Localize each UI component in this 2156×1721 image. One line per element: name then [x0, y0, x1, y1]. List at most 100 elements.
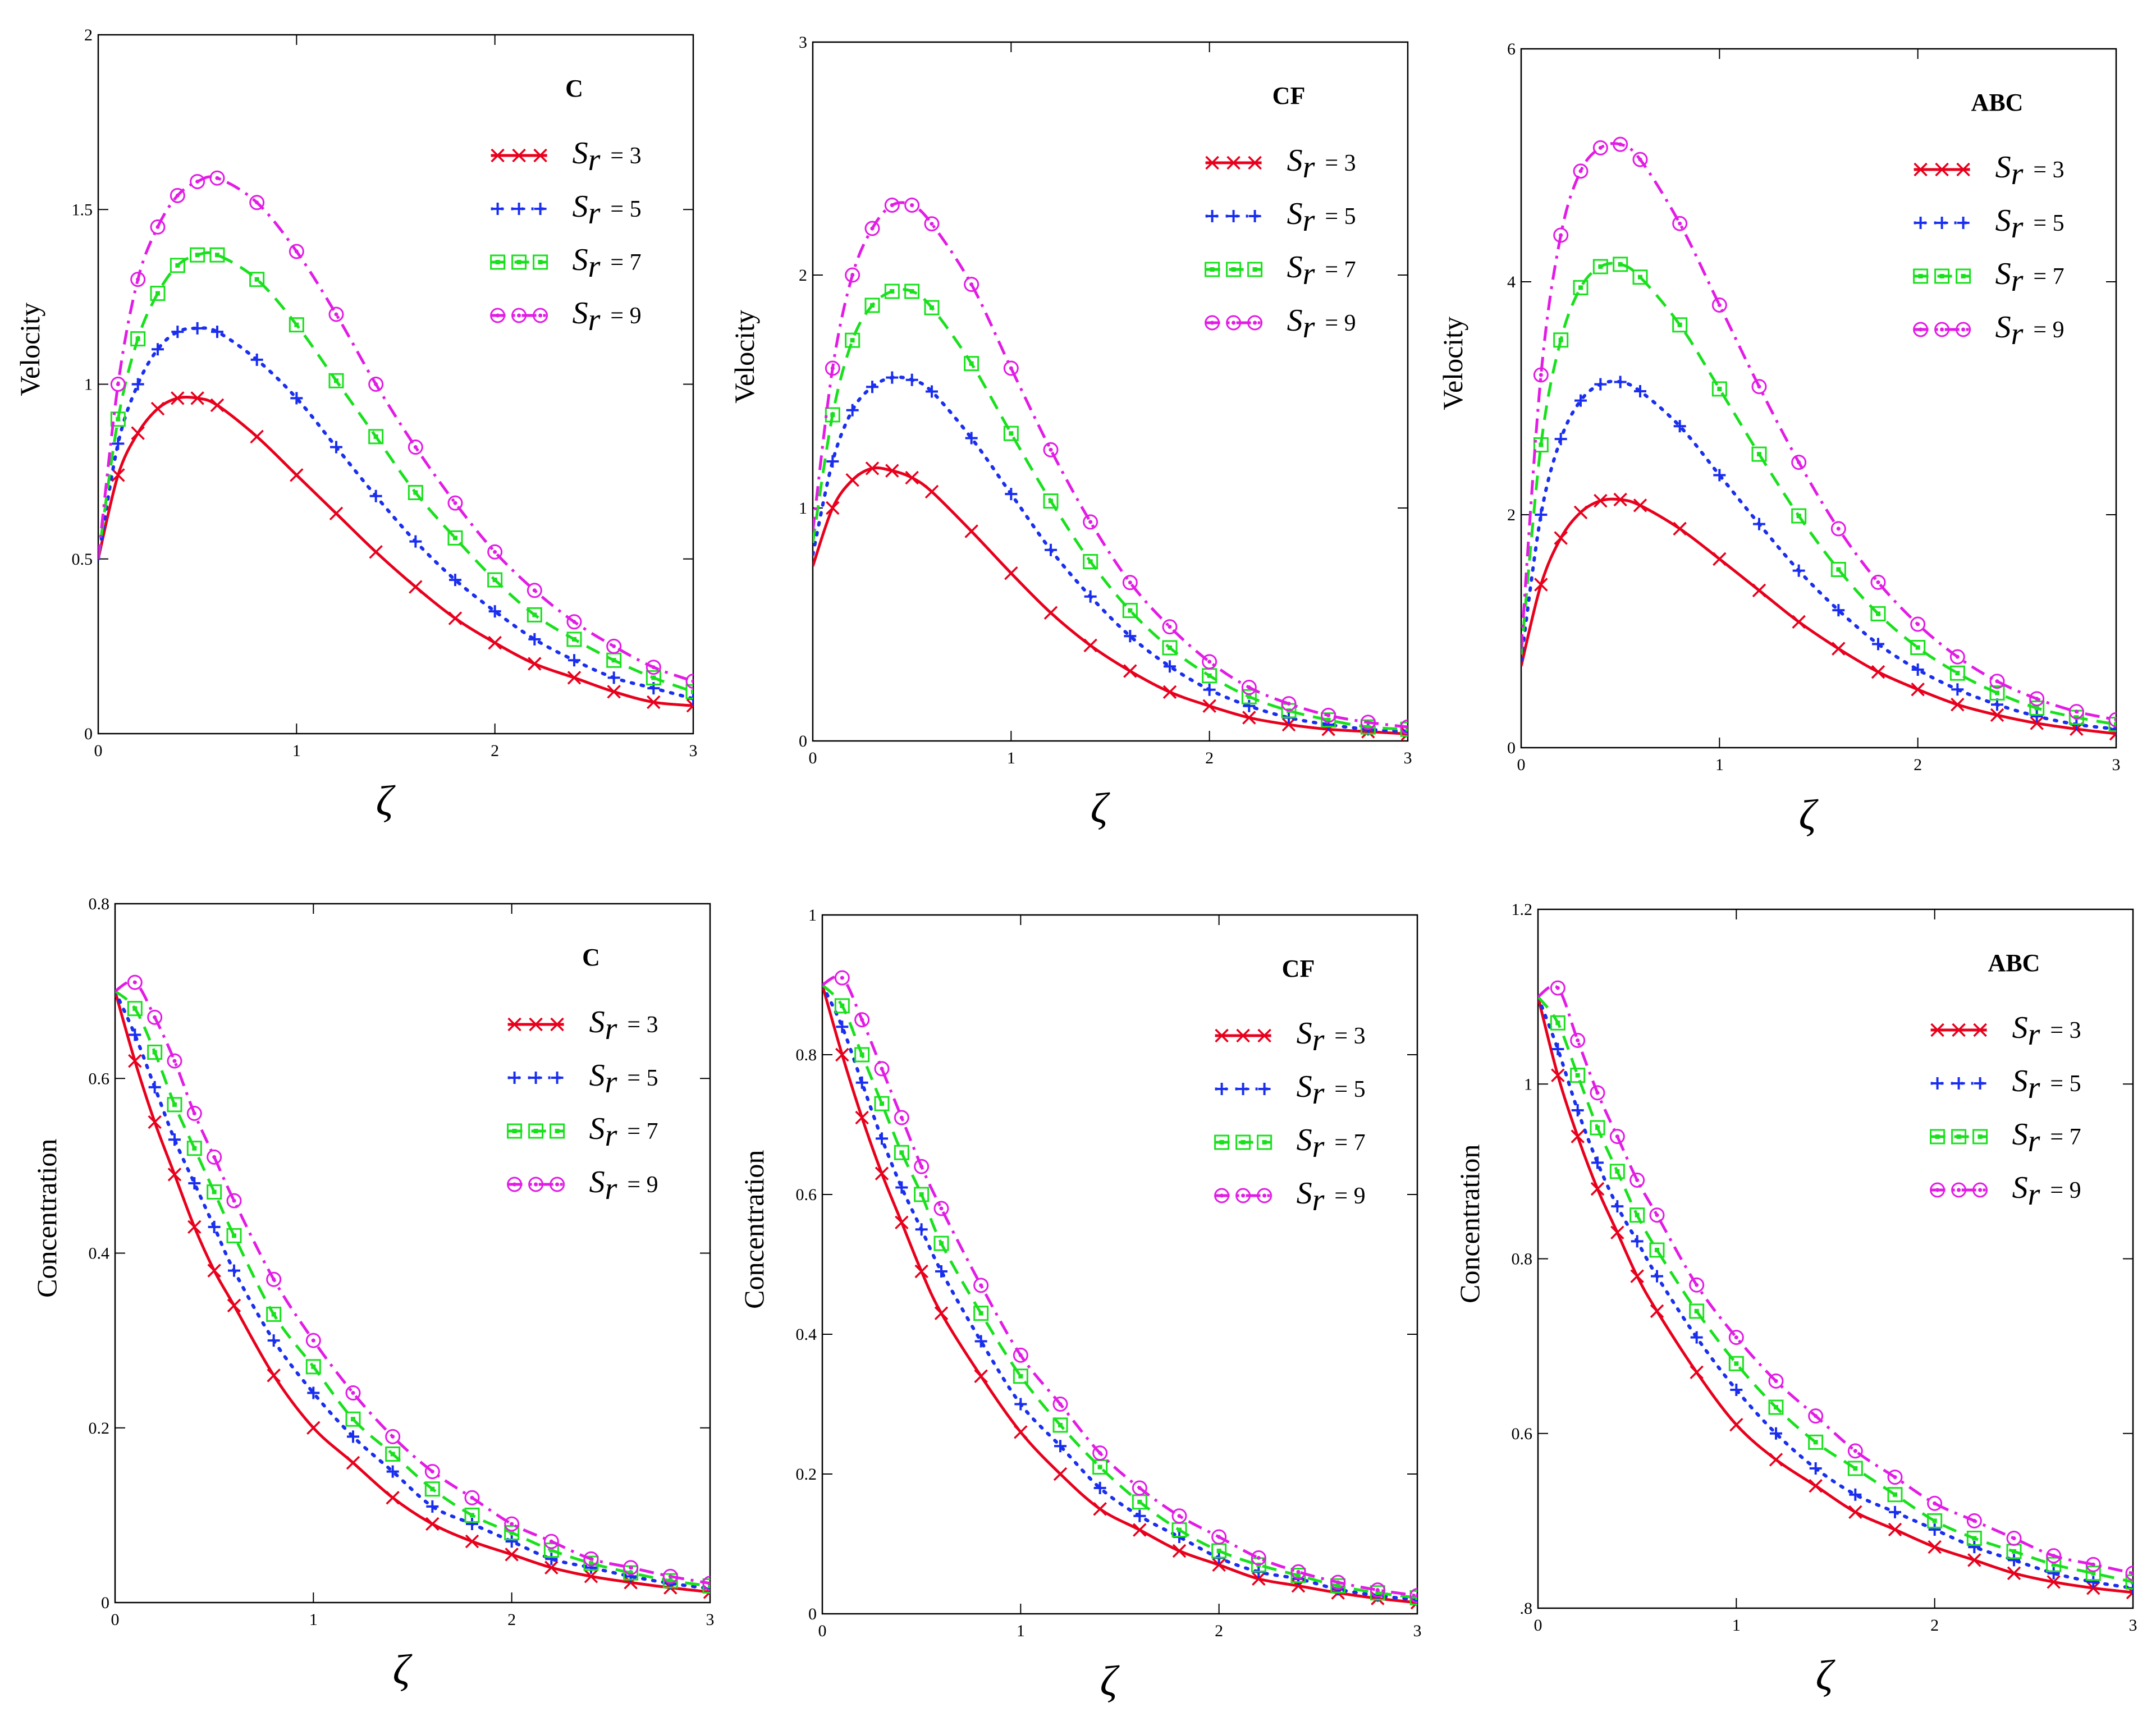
plot-frame [1537, 908, 2134, 1609]
data-point [623, 1560, 639, 1576]
data-point [369, 489, 382, 502]
data-point [347, 1430, 359, 1443]
x-axis-label: ζ [393, 1646, 413, 1693]
data-point [447, 530, 463, 546]
data-point [487, 572, 503, 588]
legend-marker [1206, 210, 1219, 222]
data-point [1571, 1129, 1585, 1143]
legend-marker [1935, 162, 1949, 177]
data-point [1949, 649, 1965, 665]
legend-marker [490, 308, 506, 323]
y-axis-label: Concentration [31, 1139, 62, 1298]
legend-marker [1257, 1134, 1272, 1150]
series-9 [115, 974, 710, 1591]
y-tick-label: 1.2 [1512, 900, 1533, 919]
x-tick-label: 2 [1914, 756, 1922, 774]
legend-label: Sr = 3 [1287, 143, 1356, 185]
legend-marker [1247, 315, 1263, 331]
data-point [408, 484, 423, 500]
legend-label: Sr = 9 [573, 296, 642, 337]
data-point [1631, 1235, 1644, 1248]
series-3 [1538, 996, 2133, 1600]
data-point [685, 684, 693, 699]
data-point [1949, 665, 1965, 681]
data-point [544, 1560, 559, 1574]
data-point [864, 297, 880, 313]
legend-marker [551, 1072, 564, 1084]
data-point [686, 698, 693, 713]
data-point [208, 1220, 221, 1233]
data-point [2030, 716, 2044, 730]
y-tick-label: 0.2 [89, 1419, 110, 1438]
data-point [385, 1429, 401, 1444]
data-point [1133, 1509, 1146, 1522]
legend-marker [1951, 1129, 1967, 1145]
legend-label: Sr = 7 [573, 242, 642, 284]
data-point [1672, 317, 1688, 333]
data-point [425, 1517, 440, 1531]
data-point [825, 407, 840, 423]
data-point [2108, 712, 2116, 727]
data-point [345, 1411, 361, 1427]
legend-label: Sr = 9 [1287, 303, 1356, 345]
data-point [1132, 1480, 1147, 1496]
legend-item: Sr = 3 [491, 136, 642, 177]
legend-item: Sr = 9 [1930, 1170, 2081, 1212]
data-point [1928, 1523, 1941, 1536]
legend-marker [1956, 268, 1971, 284]
data-point [1590, 1085, 1605, 1101]
data-point [646, 660, 661, 675]
data-point [1243, 699, 1256, 712]
plot-frame [812, 41, 1409, 742]
data-point [226, 1193, 242, 1209]
data-point [1887, 1487, 1903, 1503]
data-point [305, 1333, 321, 1348]
legend-item: Sr = 3 [1205, 143, 1356, 185]
data-point [855, 1076, 868, 1089]
legend-label: Sr = 3 [573, 136, 642, 177]
legend-label: Sr = 9 [1297, 1176, 1366, 1217]
data-point [1870, 574, 1886, 590]
chart-panel-2: 0 1 2 3 0 1 2 3 ζ Velocity CF Sr = 3 Sr = 5 Sr = 7 Sr = 9 [729, 33, 1412, 832]
series-5 [98, 322, 693, 705]
data-point [1594, 493, 1608, 508]
legend-marker [1248, 210, 1261, 222]
data-point [465, 1534, 479, 1549]
data-point [148, 1081, 161, 1093]
data-point [1554, 531, 1568, 545]
data-point [2046, 1557, 2062, 1572]
legend-marker [1226, 315, 1242, 331]
data-point [528, 633, 541, 646]
legend-marker [1257, 1188, 1272, 1203]
legend-item: Sr = 9 [1205, 303, 1356, 345]
data-point [464, 1507, 480, 1523]
legend-marker [533, 148, 547, 163]
data-point [1003, 360, 1019, 376]
data-point [1870, 606, 1886, 621]
series-line [822, 983, 1417, 1599]
data-point [1889, 1505, 1901, 1518]
data-point [1202, 699, 1216, 713]
legend-item: Sr = 5 [1930, 1064, 2081, 1105]
data-point [855, 1110, 869, 1125]
data-point [1321, 707, 1336, 723]
data-point [1808, 1408, 1824, 1424]
data-point [448, 611, 463, 625]
legend-item: Sr = 5 [491, 189, 642, 231]
data-point [2047, 1575, 2061, 1589]
legend-item: Sr = 5 [507, 1058, 658, 1100]
data-point [1752, 583, 1766, 598]
data-point [1043, 493, 1059, 509]
legend-marker [1227, 210, 1240, 222]
data-point [130, 331, 146, 347]
data-point [1093, 1502, 1107, 1516]
chart-title: ABC [1988, 949, 2040, 977]
data-point [1792, 564, 1805, 577]
data-point [1809, 1462, 1822, 1475]
data-point [167, 1053, 182, 1069]
y-tick-label: 0.8 [796, 1046, 817, 1064]
legend-marker [534, 203, 547, 215]
data-point [583, 1555, 599, 1571]
data-point [1910, 640, 1926, 656]
legend-marker [550, 1017, 564, 1032]
